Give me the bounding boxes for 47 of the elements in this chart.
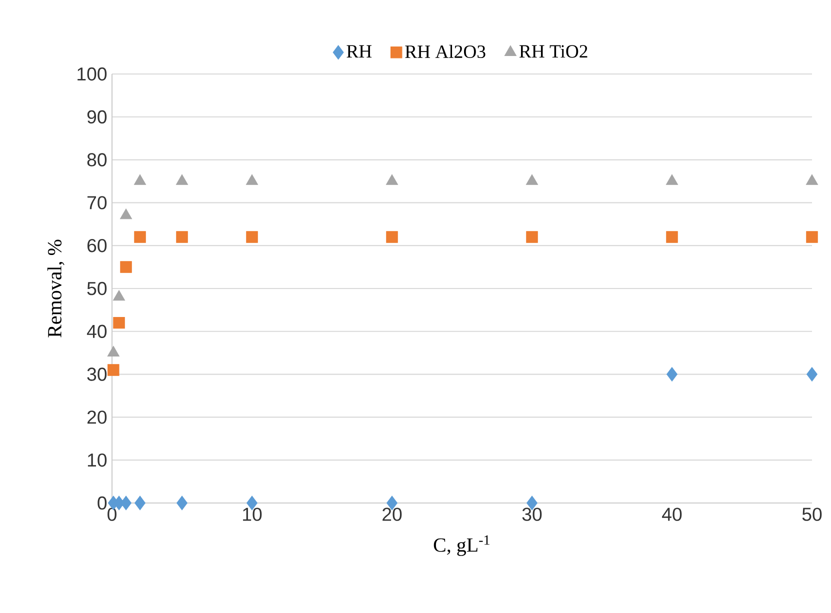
point [666,231,678,243]
point [120,496,132,510]
point [666,174,678,185]
point [134,231,146,243]
y-tick-label: 0 [98,496,107,510]
point [134,496,146,510]
legend-label: RH TiO2 [519,45,588,58]
point [176,231,188,243]
point [134,174,146,185]
point [526,174,538,185]
y-tick-label: 80 [87,153,107,166]
y-tick-label: 20 [87,410,107,424]
point [666,367,678,382]
x-tick-label: 40 [662,508,682,521]
x-tick-label: 50 [802,508,822,521]
x-tick-label: 30 [522,508,542,521]
point [806,367,818,382]
x-tick-label: 10 [243,508,262,521]
point [112,290,126,301]
point [107,346,120,356]
y-tick-label: 30 [87,368,107,381]
y-axis-title: Removal, % [47,240,64,338]
y-tick-label: 40 [86,324,107,338]
point [120,261,132,273]
point [806,231,818,243]
point [246,231,258,243]
point [386,231,398,243]
point [806,174,818,185]
point [176,174,188,185]
point [386,174,398,185]
y-tick-label: 10 [88,453,107,467]
x-axis-title: C, gL$^{-1}$ [434,535,490,556]
point [526,231,538,243]
y-tick-label: 70 [87,196,107,210]
legend-label: RH Al2O3 [405,44,486,58]
point [113,316,125,329]
y-tick-label: 60 [87,238,107,252]
y-tick-label: 50 [87,282,107,296]
y-tick-label: 100 [78,67,107,81]
point [176,496,188,510]
x-tick-label: 0 [108,508,116,521]
legend-label: RH [346,45,372,58]
x-tick-label: 20 [382,508,402,521]
y-tick-label: 90 [87,110,107,124]
point [108,364,120,376]
point [246,174,258,185]
point [120,208,132,220]
